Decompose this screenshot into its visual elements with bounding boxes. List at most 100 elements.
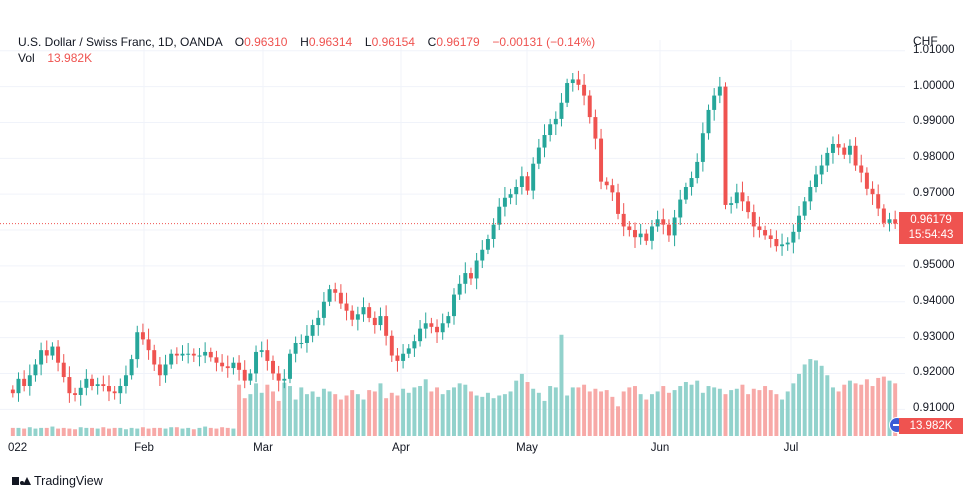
candle-body <box>887 219 892 223</box>
candle-body <box>457 283 462 295</box>
volume-bar <box>808 359 813 436</box>
volume-bar <box>316 396 321 436</box>
candle-body <box>265 350 270 361</box>
volume-bar <box>350 390 355 436</box>
volume-bar <box>435 387 440 436</box>
time-tick-label: May <box>516 442 538 454</box>
candle-body <box>248 373 253 381</box>
candle-body <box>536 147 541 164</box>
candle-body <box>231 362 236 369</box>
volume-bar <box>548 386 553 436</box>
volume-bar <box>593 388 598 436</box>
volume-bar <box>689 384 694 436</box>
close-value: 0.96179 <box>436 35 480 49</box>
volume-bar <box>287 386 292 436</box>
candle-body <box>468 273 473 279</box>
time-tick-label: Mar <box>253 442 273 454</box>
candle-body <box>729 203 734 205</box>
candle-body <box>361 307 366 315</box>
volume-bar <box>502 394 507 436</box>
candle-body <box>514 187 519 195</box>
volume-bar <box>536 392 541 436</box>
currency-label: CHF <box>913 34 938 48</box>
volume-bar <box>367 390 372 436</box>
volume-bar <box>197 427 202 436</box>
volume-bar <box>853 383 858 436</box>
candle-body <box>661 219 666 225</box>
candle-body <box>763 230 768 236</box>
candle-body <box>67 377 72 394</box>
volume-bar <box>661 386 666 436</box>
volume-bar <box>610 396 615 436</box>
volume-bar <box>474 395 479 436</box>
candle-body <box>140 332 145 340</box>
candle-body <box>870 188 875 195</box>
volume-bar <box>864 379 869 436</box>
volume-bar <box>378 383 383 436</box>
volume-bar <box>836 391 841 436</box>
volume-bar <box>763 386 768 436</box>
low-label: L <box>364 35 372 49</box>
volume-bar <box>672 390 677 436</box>
volume-bar <box>644 399 649 436</box>
candle-body <box>559 102 564 119</box>
volume-bar <box>276 400 281 436</box>
candle-body <box>220 362 225 367</box>
volume-bar <box>101 427 106 436</box>
volume-bar <box>683 382 688 436</box>
volume-label[interactable]: Vol <box>18 51 35 65</box>
candlesticks <box>10 70 898 406</box>
volume-bar <box>700 392 705 436</box>
volume-bar <box>695 380 700 436</box>
candle-body <box>587 95 592 118</box>
candle-body <box>101 384 106 387</box>
candle-body <box>389 335 394 356</box>
candle-body <box>163 364 168 376</box>
volume-bar <box>599 391 604 436</box>
volume-bar <box>706 386 711 436</box>
volume-bar <box>870 386 875 436</box>
candle-body <box>649 226 654 241</box>
price-tick-label: 0.97000 <box>913 187 955 200</box>
volume-bar <box>797 373 801 436</box>
volume-bar <box>649 394 654 436</box>
volume-bar <box>480 396 485 436</box>
symbol-title[interactable]: U.S. Dollar / Swiss Franc, 1D, OANDA <box>18 35 223 49</box>
candle-body <box>633 230 637 238</box>
candle-body <box>350 310 355 320</box>
time-tick-label: 022 <box>8 442 28 454</box>
volume-bar <box>638 394 643 436</box>
volume-bar <box>271 391 275 436</box>
candle-body <box>830 143 835 153</box>
volume-bar <box>395 395 400 436</box>
volume-bar <box>259 392 264 436</box>
close-label: C <box>427 35 437 49</box>
volume-bar <box>678 386 683 436</box>
volume-bar <box>723 394 728 436</box>
last-price-tag: 0.96179 15:54:43 <box>899 212 963 244</box>
volume-bar <box>146 428 151 436</box>
candle-body <box>740 192 745 202</box>
volume-bar <box>881 376 886 436</box>
volume-bar <box>10 427 15 436</box>
volume-bar <box>842 384 847 436</box>
candle-body <box>237 362 242 370</box>
candle-body <box>90 378 94 387</box>
candle-body <box>864 172 869 189</box>
candle-body <box>10 389 15 394</box>
volume-bar <box>231 428 236 436</box>
candle-body <box>378 316 383 326</box>
candle-body <box>525 176 530 191</box>
volume-bar <box>135 428 140 436</box>
tradingview-logo[interactable]: TradingView <box>12 472 103 490</box>
volume-bar <box>814 360 818 436</box>
candle-body <box>412 341 417 349</box>
volume-bar <box>384 398 389 436</box>
volume-bar <box>418 386 423 436</box>
candle-body <box>169 353 174 365</box>
candle-body <box>825 152 830 166</box>
volume-bar <box>90 427 94 436</box>
price-tick-label: 0.98000 <box>913 151 955 164</box>
candle-body <box>853 145 858 166</box>
